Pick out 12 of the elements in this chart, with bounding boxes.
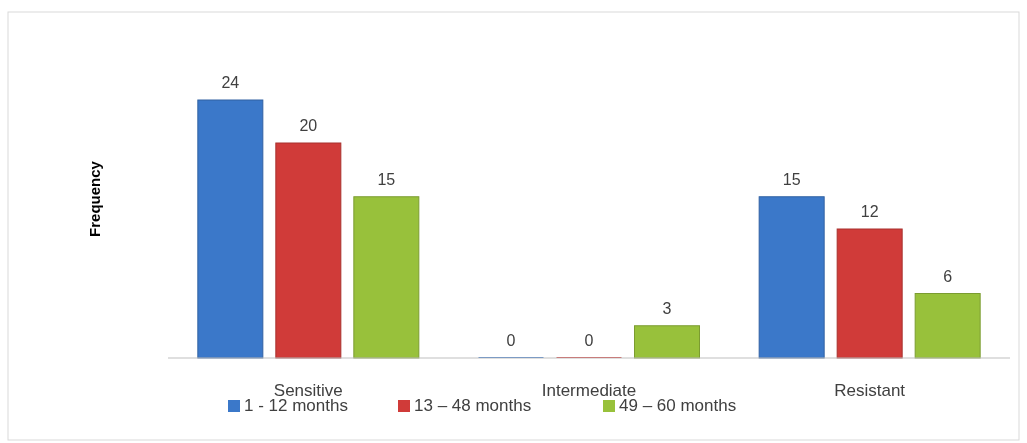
data-label: 0 [584,332,594,349]
data-label: 0 [506,332,516,349]
data-label: 12 [860,203,879,220]
data-label: 6 [943,267,953,285]
data-label: 24 [221,74,240,91]
data-label: 3 [662,299,672,317]
data-label: 15 [377,170,396,188]
x-tick-label: Resistant [834,381,906,400]
legend-label: 13 – 48 months [414,396,532,415]
data-label: 15 [782,170,801,188]
y-axis-title: Frequency [86,160,103,237]
data-label: 20 [299,117,318,134]
